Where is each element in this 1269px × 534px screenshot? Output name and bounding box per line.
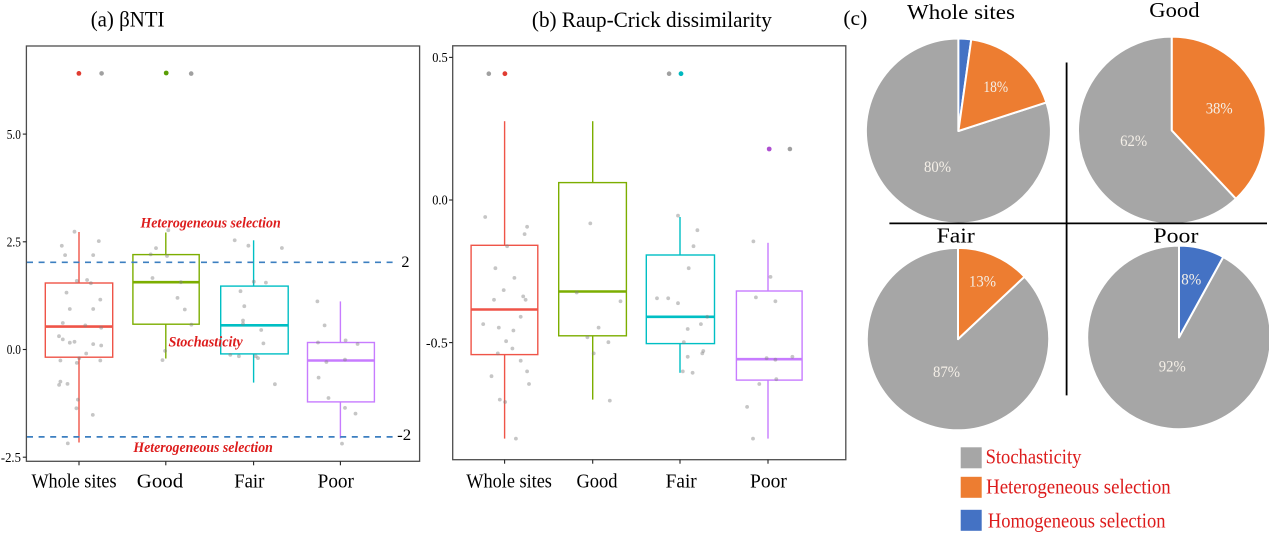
svg-text:Homogeneous selection: Homogeneous selection [988,509,1166,533]
svg-text:(a) βNTI: (a) βNTI [91,7,165,32]
svg-text:Heterogeneous selection: Heterogeneous selection [986,475,1171,499]
svg-text:(c): (c) [843,6,867,30]
svg-text:Stochasticity: Stochasticity [168,334,243,350]
svg-text:0.0: 0.0 [7,342,21,357]
svg-text:Good: Good [576,471,617,493]
svg-text:Fair: Fair [234,470,265,492]
svg-text:Whole sites: Whole sites [466,471,552,493]
svg-text:0.0: 0.0 [432,193,448,208]
svg-text:Good: Good [1149,0,1200,22]
svg-text:Heterogeneous selection: Heterogeneous selection [139,215,280,231]
svg-text:0.5: 0.5 [432,50,448,65]
svg-text:87%: 87% [933,363,960,381]
svg-text:Fair: Fair [937,224,975,248]
svg-text:5.0: 5.0 [7,127,21,142]
svg-text:38%: 38% [1206,100,1233,118]
svg-text:13%: 13% [969,272,996,290]
svg-text:Fair: Fair [666,471,697,493]
svg-text:18%: 18% [983,78,1008,96]
svg-text:(b) Raup-Crick dissimilarity: (b) Raup-Crick dissimilarity [532,7,772,32]
svg-text:Stochasticity: Stochasticity [986,445,1082,469]
svg-text:92%: 92% [1159,358,1186,376]
svg-text:Whole sites: Whole sites [907,0,1015,24]
svg-text:62%: 62% [1120,132,1147,150]
svg-text:Good: Good [137,470,183,492]
svg-text:Poor: Poor [750,471,787,493]
svg-text:-2.5: -2.5 [1,450,21,465]
svg-text:-0.5: -0.5 [426,335,448,350]
svg-text:Heterogeneous selection: Heterogeneous selection [132,440,273,456]
svg-text:2.5: 2.5 [7,235,21,250]
svg-text:80%: 80% [924,158,951,176]
svg-text:Poor: Poor [1153,224,1198,248]
svg-text:8%: 8% [1181,271,1201,289]
svg-text:Whole sites: Whole sites [31,470,116,492]
svg-text:2: 2 [401,253,409,271]
svg-text:Poor: Poor [318,470,355,492]
svg-text:-2: -2 [397,426,411,444]
